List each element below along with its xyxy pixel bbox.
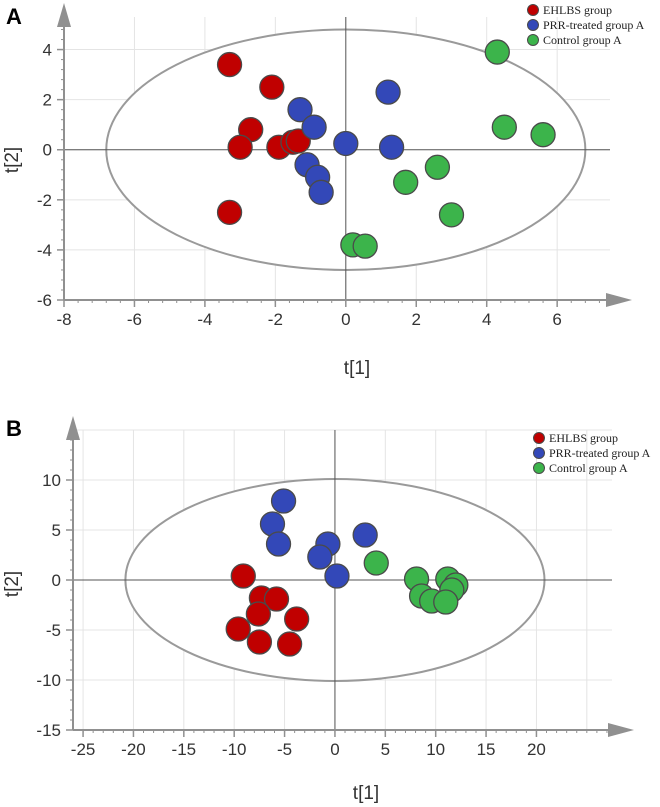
y-tick-label: 10 xyxy=(42,471,61,490)
x-tick-label: -8 xyxy=(56,310,71,329)
legend-label-prr-treated-group-a: PRR-treated group A xyxy=(543,18,645,32)
y-tick-label: -2 xyxy=(37,191,52,210)
legend-marker-prr-treated-group-a xyxy=(533,447,545,459)
legend-label-control-group-a: Control group A xyxy=(543,33,622,47)
data-point-ehlbs-group[interactable] xyxy=(216,51,243,78)
legend-label-ehlbs-group: EHLBS group xyxy=(549,431,618,445)
data-point-control-group-a[interactable] xyxy=(352,233,378,259)
y-axis-arrow-icon xyxy=(57,3,71,27)
data-point-control-group-a[interactable] xyxy=(530,122,556,148)
data-point-control-group-a[interactable] xyxy=(484,39,510,65)
legend-marker-prr-treated-group-a xyxy=(527,19,539,31)
data-point-ehlbs-group[interactable] xyxy=(216,199,243,225)
series-ehlbs-group xyxy=(225,563,310,657)
x-tick-label: -15 xyxy=(172,740,197,759)
legend-label-ehlbs-group: EHLBS group xyxy=(543,3,612,17)
x-tick-label: 2 xyxy=(412,310,421,329)
x-tick-label: 20 xyxy=(527,740,546,759)
x-tick-label: -2 xyxy=(268,310,283,329)
x-tick-label: 0 xyxy=(330,740,339,759)
series-control-group-a xyxy=(363,550,469,615)
data-point-prr-treated-group-a[interactable] xyxy=(375,79,401,105)
data-point-prr-treated-group-a[interactable] xyxy=(378,134,405,160)
y-tick-label: -15 xyxy=(36,721,61,740)
x-axis-arrow-icon xyxy=(608,723,634,737)
data-point-prr-treated-group-a[interactable] xyxy=(307,544,333,570)
x-tick-label: 10 xyxy=(426,740,445,759)
y-tick-label: 0 xyxy=(43,141,52,160)
x-tick-label: -6 xyxy=(127,310,142,329)
data-point-prr-treated-group-a[interactable] xyxy=(333,130,359,157)
series-prr-treated-group-a xyxy=(259,488,378,589)
data-point-prr-treated-group-a[interactable] xyxy=(287,97,313,123)
data-point-ehlbs-group[interactable] xyxy=(225,616,251,642)
data-point-prr-treated-group-a[interactable] xyxy=(352,522,378,548)
legend-marker-ehlbs-group xyxy=(533,432,545,444)
data-point-ehlbs-group[interactable] xyxy=(263,586,290,612)
y-tick-label: -4 xyxy=(37,241,52,260)
data-point-prr-treated-group-a[interactable] xyxy=(270,488,297,514)
panel-label-b: B xyxy=(6,416,22,441)
x-tick-label: -4 xyxy=(197,310,212,329)
x-tick-label: -10 xyxy=(222,740,247,759)
y-tick-label: 5 xyxy=(52,521,61,540)
x-axis-arrow-icon xyxy=(606,293,632,307)
data-point-control-group-a[interactable] xyxy=(438,202,465,228)
panel-label-a: A xyxy=(6,4,22,29)
x-tick-label: 15 xyxy=(477,740,496,759)
data-point-ehlbs-group[interactable] xyxy=(230,563,256,589)
data-point-ehlbs-group[interactable] xyxy=(284,606,310,632)
x-tick-label: -5 xyxy=(277,740,292,759)
x-tick-label: -20 xyxy=(121,740,146,759)
data-point-control-group-a[interactable] xyxy=(363,550,389,576)
axes: -25 -20 -15 -10 -5 0 5 10 15 20 -15 -10 -5 0 5 10 xyxy=(36,416,634,759)
legend-label-control-group-a: Control group A xyxy=(549,461,628,475)
data-point-control-group-a[interactable] xyxy=(393,169,419,195)
y-tick-label: 2 xyxy=(43,91,52,110)
legend-label-prr-treated-group-a: PRR-treated group A xyxy=(549,446,651,460)
x-axis-title: t[1] xyxy=(353,783,379,804)
data-point-ehlbs-group[interactable] xyxy=(245,601,272,627)
x-tick-label: 0 xyxy=(341,310,350,329)
y-tick-label: 0 xyxy=(52,571,61,590)
legend-marker-control-group-a xyxy=(527,34,539,46)
data-point-prr-treated-group-a[interactable] xyxy=(301,114,327,140)
data-point-prr-treated-group-a[interactable] xyxy=(308,179,334,205)
y-tick-label: 4 xyxy=(43,41,52,60)
y-axis-title: t[2] xyxy=(2,571,23,597)
data-point-ehlbs-group[interactable] xyxy=(246,629,273,655)
data-point-control-group-a[interactable] xyxy=(433,589,459,615)
data-point-prr-treated-group-a[interactable] xyxy=(265,531,292,557)
series-control-group-a xyxy=(340,39,556,259)
y-axis-title: t[2] xyxy=(2,147,23,173)
data-point-ehlbs-group[interactable] xyxy=(259,74,285,100)
data-point-ehlbs-group[interactable] xyxy=(227,134,253,160)
y-tick-label: -10 xyxy=(36,671,61,690)
y-axis-arrow-icon xyxy=(66,416,80,440)
data-point-control-group-a[interactable] xyxy=(424,154,451,180)
scatter-plot-b: -25 -20 -15 -10 -5 0 5 10 15 20 -15 -10 -5 0 5 10 t[1] t[… xyxy=(2,416,651,804)
data-point-control-group-a[interactable] xyxy=(491,114,517,140)
y-tick-label: -5 xyxy=(46,621,61,640)
legend-marker-ehlbs-group xyxy=(527,4,539,16)
x-tick-label: -25 xyxy=(71,740,96,759)
y-tick-label: -6 xyxy=(37,291,52,310)
legend-marker-control-group-a xyxy=(533,462,545,474)
x-axis-title: t[1] xyxy=(344,358,370,379)
x-tick-label: 5 xyxy=(381,740,390,759)
x-tick-label: 4 xyxy=(482,310,491,329)
data-point-ehlbs-group[interactable] xyxy=(276,631,303,657)
data-point-prr-treated-group-a[interactable] xyxy=(324,563,350,589)
x-tick-label: 6 xyxy=(552,310,561,329)
series-prr-treated-group-a xyxy=(287,79,405,205)
